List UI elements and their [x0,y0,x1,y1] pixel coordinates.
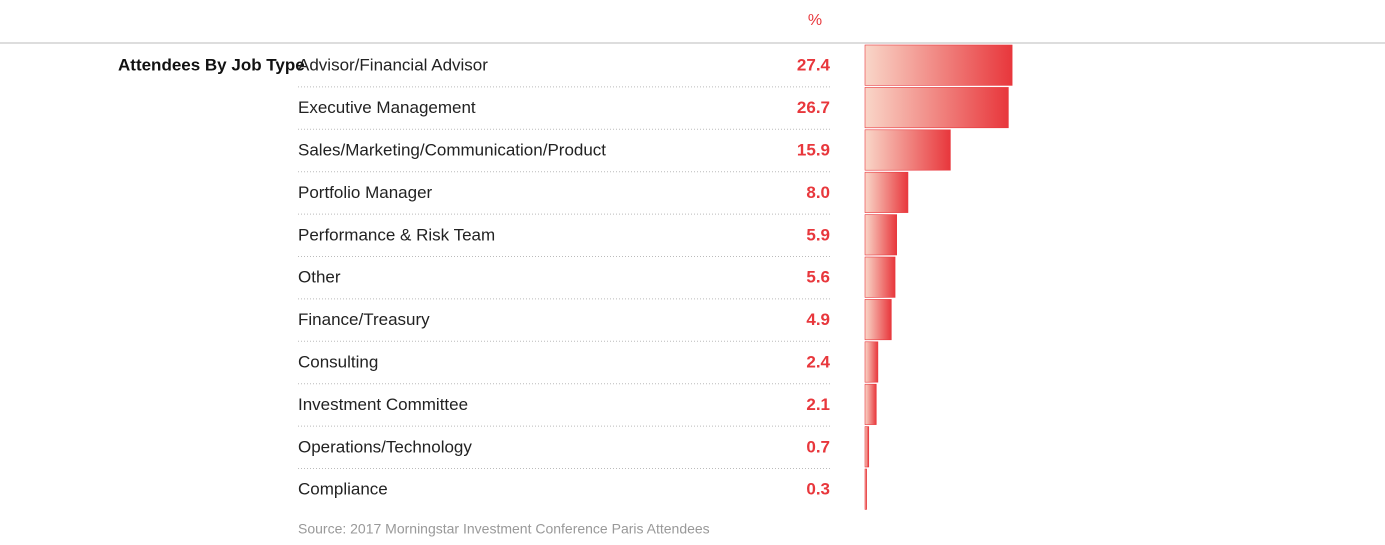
value-label: 2.1 [806,395,830,414]
value-label: 0.7 [806,437,830,456]
category-label: Executive Management [298,98,476,117]
value-label: 8.0 [806,183,830,202]
category-label: Sales/Marketing/Communication/Product [298,140,606,159]
bar [864,341,879,383]
category-label: Consulting [298,352,378,371]
bar [864,44,1013,86]
value-label: 27.4 [797,56,831,75]
bar [864,214,897,256]
category-label: Compliance [298,480,388,499]
value-label: 5.9 [806,225,830,244]
value-label: 4.9 [806,310,830,329]
bar [864,468,867,510]
category-label: Other [298,268,341,287]
bar [864,256,896,298]
bar [864,129,951,171]
bar [864,87,1009,129]
chart-title: Attendees By Job Type [118,55,305,74]
bar [864,171,909,213]
category-label: Operations/Technology [298,437,472,456]
category-label: Investment Committee [298,395,468,414]
bar [864,383,877,425]
value-label: 2.4 [806,352,830,371]
category-label: Advisor/Financial Advisor [298,56,488,75]
value-label: 5.6 [806,268,830,287]
category-label: Performance & Risk Team [298,225,495,244]
source: Source: 2017 Morningstar Investment Conf… [298,521,710,537]
bar [864,299,892,341]
category-label: Portfolio Manager [298,183,433,202]
bar [864,426,870,468]
value-label: 15.9 [797,140,830,159]
unit-label: % [808,12,822,29]
value-label: 0.3 [806,480,830,499]
category-label: Finance/Treasury [298,310,430,329]
value-label: 26.7 [797,98,830,117]
